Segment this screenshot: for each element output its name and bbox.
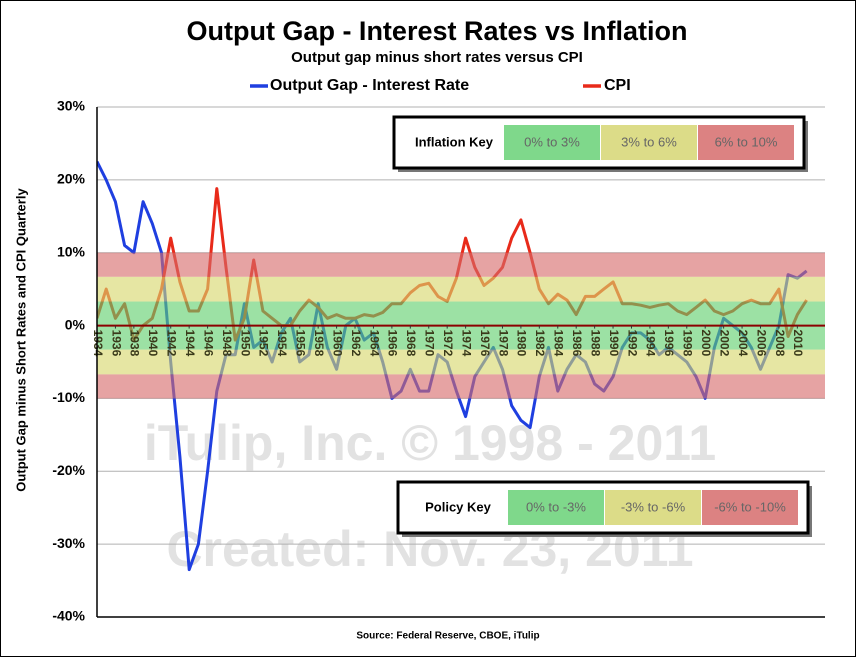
y-axis-label: Output Gap minus Short Rates and CPI Qua… [13, 188, 28, 492]
x-tick-label: 1994 [644, 330, 658, 357]
x-tick-label: 2006 [754, 330, 768, 357]
legend-label: Output Gap - Interest Rate [270, 77, 469, 94]
x-tick-label: 1942 [165, 330, 179, 357]
x-tick-label: 1988 [588, 330, 602, 357]
x-tick-label: 1950 [238, 330, 252, 357]
x-tick-label: 1992 [625, 330, 639, 357]
key-cell [504, 125, 600, 160]
band [97, 252, 825, 277]
key-cell [698, 125, 794, 160]
x-tick-label: 1958 [312, 330, 326, 357]
key-label: 3% to 6% [621, 134, 677, 149]
y-tick-label: -20% [52, 462, 85, 478]
y-tick-label: -10% [52, 389, 85, 405]
x-tick-label: 1972 [441, 330, 455, 357]
key-label: 6% to 10% [715, 134, 778, 149]
x-tick-label: 1948 [220, 330, 234, 357]
x-tick-label: 1984 [552, 330, 566, 357]
x-tick-label: 1976 [478, 330, 492, 357]
x-tick-label: 1954 [275, 330, 289, 357]
x-tick-label: 1990 [607, 330, 621, 357]
x-tick-label: 1938 [128, 330, 142, 357]
key-cell [601, 125, 697, 160]
key-title: Policy Key [425, 499, 492, 514]
x-tick-label: 1996 [662, 330, 676, 357]
x-tick-label: 1982 [533, 330, 547, 357]
x-tick-label: 1980 [515, 330, 529, 357]
x-tick-label: 1960 [330, 330, 344, 357]
x-tick-label: 2010 [791, 330, 805, 357]
source: Source: Federal Reserve, CBOE, iTulip [356, 631, 539, 642]
x-tick-label: 1962 [349, 330, 363, 357]
x-tick-label: 1974 [459, 330, 473, 357]
key-cell [702, 490, 798, 525]
x-tick-label: 1944 [183, 330, 197, 357]
x-tick-label: 1964 [367, 330, 381, 357]
key-label: 0% to -3% [526, 499, 586, 514]
x-tick-label: 2002 [717, 330, 731, 357]
x-tick-label: 1946 [201, 330, 215, 357]
y-tick-label: 10% [57, 243, 86, 259]
y-tick-label: -40% [52, 608, 85, 624]
key-cell [508, 490, 604, 525]
x-tick-label: 1956 [294, 330, 308, 357]
x-tick-label: 1936 [109, 330, 123, 357]
x-tick-label: 1934 [91, 330, 105, 357]
x-tick-label: 2008 [773, 330, 787, 357]
x-tick-label: 1986 [570, 330, 584, 357]
watermark: iTulip, Inc. © 1998 - 2011 [144, 415, 716, 471]
x-tick-label: 1940 [146, 330, 160, 357]
y-tick-label: 30% [57, 98, 86, 114]
x-tick-label: 1966 [386, 330, 400, 357]
x-tick-label: 2000 [699, 330, 713, 357]
y-tick-label: -30% [52, 535, 85, 551]
key-title: Inflation Key [415, 134, 494, 149]
chart-subtitle: Output gap minus short rates versus CPI [291, 49, 583, 66]
x-tick-label: 1970 [423, 330, 437, 357]
key-label: -6% to -10% [714, 499, 786, 514]
key-label: -3% to -6% [621, 499, 686, 514]
band [97, 374, 825, 399]
band [97, 276, 825, 302]
x-tick-label: 1968 [404, 330, 418, 357]
band [97, 349, 825, 375]
key-cell [605, 490, 701, 525]
x-tick-label: 1998 [681, 330, 695, 357]
y-tick-label: 20% [57, 171, 86, 187]
legend-label: CPI [604, 77, 631, 94]
x-tick-label: 1952 [257, 330, 271, 357]
x-tick-label: 1978 [496, 330, 510, 357]
y-tick-label: 0% [65, 316, 86, 332]
chart-title: Output Gap - Interest Rates vs Inflation [186, 16, 687, 46]
x-tick-label: 2004 [736, 330, 750, 357]
key-label: 0% to 3% [524, 134, 580, 149]
